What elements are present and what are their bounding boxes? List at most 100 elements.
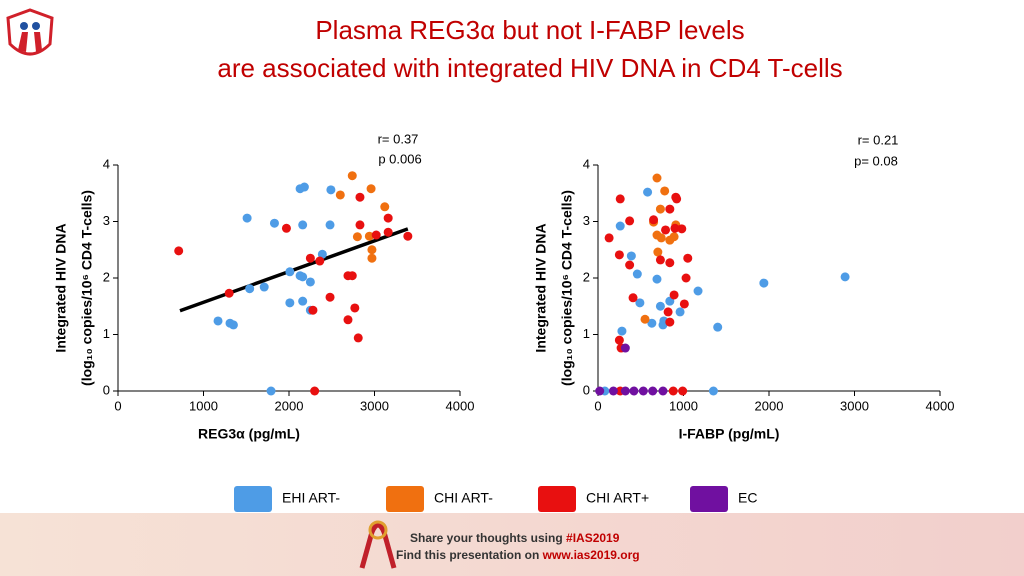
point: [656, 233, 666, 243]
point: [669, 290, 679, 300]
point: [670, 223, 680, 233]
point: [620, 343, 630, 353]
point: [617, 326, 627, 336]
point: [665, 204, 675, 214]
annotation: p 0.006: [378, 151, 421, 166]
legend-swatch: [690, 486, 728, 512]
point: [677, 224, 687, 234]
footer-text: Find this presentation on www.ias2019.or…: [396, 548, 640, 562]
point: [305, 277, 315, 287]
point: [655, 204, 665, 214]
point: [640, 314, 650, 324]
point: [608, 386, 618, 396]
point: [615, 221, 625, 231]
point: [326, 185, 336, 195]
point: [652, 173, 662, 183]
legend-swatch: [386, 486, 424, 512]
point: [648, 386, 658, 396]
y-axis-label: Integrated HIV DNA: [533, 223, 549, 352]
ribbon-logo: [359, 520, 397, 569]
point: [281, 223, 291, 233]
y-axis-label: (log₁₀ copies/10⁶ CD4 T-cells): [79, 190, 95, 386]
legend-swatch: [234, 486, 272, 512]
annotation: r= 0.37: [378, 131, 419, 146]
point: [355, 192, 365, 202]
x-tick-label: 1000: [189, 398, 218, 413]
y-tick-label: 3: [583, 213, 590, 228]
point: [325, 220, 335, 230]
point: [298, 272, 308, 282]
point: [679, 299, 689, 309]
legend-swatch: [538, 486, 576, 512]
y-tick-label: 2: [583, 269, 590, 284]
y-tick-label: 0: [583, 382, 590, 397]
point: [317, 249, 327, 259]
y-tick-label: 2: [103, 269, 110, 284]
point: [635, 298, 645, 308]
point: [647, 318, 657, 328]
x-tick-label: 2000: [275, 398, 304, 413]
point: [629, 386, 639, 396]
x-tick-label: 1000: [669, 398, 698, 413]
point: [266, 386, 276, 396]
point: [308, 305, 318, 315]
point: [347, 271, 357, 281]
point: [380, 202, 390, 212]
point: [325, 292, 335, 302]
point: [840, 272, 850, 282]
point: [672, 194, 682, 204]
point: [652, 274, 662, 284]
slide-title: are associated with integrated HIV DNA i…: [217, 53, 842, 83]
point: [367, 245, 377, 255]
point: [242, 213, 252, 223]
legend-label: CHI ART-: [434, 490, 493, 506]
point: [174, 246, 184, 256]
point: [663, 307, 673, 317]
x-tick-label: 4000: [926, 398, 955, 413]
point: [403, 231, 413, 241]
point: [245, 284, 255, 294]
x-tick-label: 3000: [360, 398, 389, 413]
point: [335, 190, 345, 200]
point: [713, 322, 723, 332]
logo: [6, 8, 54, 56]
point: [620, 386, 630, 396]
legend-label: EHI ART-: [282, 490, 340, 506]
point: [355, 220, 365, 230]
point: [655, 255, 665, 265]
x-tick-label: 2000: [755, 398, 784, 413]
point: [383, 213, 393, 223]
y-tick-label: 1: [103, 326, 110, 341]
point: [366, 184, 376, 194]
point: [665, 258, 675, 268]
point: [658, 386, 668, 396]
legend-label: CHI ART+: [586, 490, 649, 506]
y-tick-label: 4: [583, 156, 590, 171]
point: [653, 247, 663, 257]
x-axis-label: I-FABP (pg/mL): [679, 426, 780, 442]
point: [708, 386, 718, 396]
point: [604, 233, 614, 243]
point: [347, 171, 357, 181]
x-tick-label: 0: [114, 398, 121, 413]
point: [595, 386, 605, 396]
point: [643, 187, 653, 197]
point: [228, 320, 238, 330]
x-tick-label: 0: [594, 398, 601, 413]
point: [638, 386, 648, 396]
point: [665, 317, 675, 327]
point: [352, 232, 362, 242]
point: [668, 386, 678, 396]
point: [305, 253, 315, 263]
y-tick-label: 1: [583, 326, 590, 341]
point: [669, 232, 679, 242]
x-tick-label: 3000: [840, 398, 869, 413]
point: [298, 220, 308, 230]
point: [343, 315, 353, 325]
x-tick-label: 4000: [446, 398, 475, 413]
point: [614, 335, 624, 345]
point: [655, 301, 665, 311]
legend-label: EC: [738, 490, 757, 506]
point: [683, 253, 693, 263]
point: [632, 269, 642, 279]
